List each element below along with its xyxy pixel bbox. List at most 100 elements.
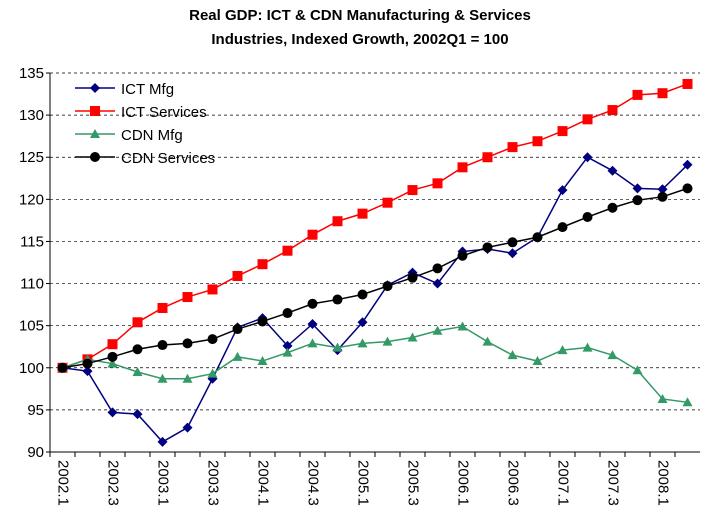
marker — [57, 362, 68, 373]
marker — [632, 195, 643, 206]
marker — [82, 366, 93, 377]
marker — [257, 356, 268, 366]
x-tick-label: 2005.1 — [355, 460, 372, 506]
marker — [82, 358, 93, 369]
marker — [657, 393, 668, 403]
marker — [557, 185, 568, 196]
marker — [482, 242, 493, 253]
marker — [357, 338, 368, 348]
x-tick-label: 2006.1 — [455, 460, 472, 506]
y-tick-label: 100 — [19, 360, 44, 377]
legend-marker — [90, 83, 100, 93]
marker — [632, 89, 643, 100]
marker — [482, 336, 493, 346]
x-tick-label: 2005.3 — [405, 460, 422, 506]
marker — [132, 344, 143, 355]
marker — [582, 152, 593, 163]
marker — [257, 259, 268, 270]
y-tick-label: 110 — [20, 276, 44, 293]
marker — [382, 281, 393, 292]
marker — [432, 178, 443, 189]
marker — [682, 183, 693, 194]
x-tick-label: 2004.3 — [305, 460, 322, 506]
x-tick-label: 2002.3 — [105, 460, 122, 506]
marker — [182, 422, 193, 433]
series-line — [62, 156, 689, 443]
marker — [432, 263, 443, 274]
marker — [132, 366, 143, 376]
marker — [282, 347, 293, 357]
marker — [307, 318, 318, 329]
y-tick-label: 135 — [19, 65, 44, 82]
marker — [532, 136, 543, 147]
marker — [307, 338, 318, 348]
x-tick-label: 2006.3 — [505, 460, 522, 506]
marker — [457, 321, 468, 331]
y-tick-label: 130 — [19, 107, 44, 124]
marker — [157, 373, 168, 383]
marker — [582, 114, 593, 125]
x-tick-label: 2002.1 — [55, 460, 72, 506]
legend-marker — [90, 129, 100, 138]
y-tick-label: 125 — [19, 149, 44, 166]
marker — [232, 270, 243, 281]
marker — [582, 342, 593, 352]
marker — [357, 208, 368, 219]
marker — [357, 317, 368, 328]
marker — [282, 245, 293, 256]
marker — [282, 340, 293, 351]
x-tick-label: 2007.1 — [555, 460, 572, 506]
marker — [557, 126, 568, 137]
marker — [657, 88, 668, 99]
marker — [107, 339, 118, 350]
marker — [457, 250, 468, 261]
marker — [182, 338, 193, 349]
marker — [332, 342, 343, 352]
marker — [582, 212, 593, 223]
marker — [207, 368, 218, 378]
marker — [682, 159, 693, 170]
marker — [457, 162, 468, 173]
y-tick-label: 90 — [27, 444, 44, 461]
marker — [182, 292, 193, 303]
legend-marker — [90, 106, 100, 116]
marker — [107, 351, 118, 362]
marker — [607, 350, 618, 360]
y-tick-label: 120 — [19, 191, 44, 208]
x-tick-label: 2007.3 — [605, 460, 622, 506]
chart-title: Real GDP: ICT & CDN Manufacturing & Serv… — [189, 7, 531, 24]
marker — [532, 356, 543, 366]
marker — [682, 78, 693, 89]
marker — [657, 184, 668, 195]
marker — [107, 358, 118, 368]
x-tick-label: 2003.3 — [205, 460, 222, 506]
marker — [507, 142, 518, 153]
marker — [132, 409, 143, 420]
y-tick-label: 95 — [27, 402, 44, 419]
marker — [407, 272, 418, 283]
marker — [332, 294, 343, 305]
marker — [307, 229, 318, 240]
marker — [207, 284, 218, 295]
marker — [607, 202, 618, 213]
marker — [557, 222, 568, 233]
marker — [132, 317, 143, 328]
marker — [557, 345, 568, 355]
series-line — [62, 187, 688, 369]
marker — [407, 332, 418, 342]
marker — [532, 232, 543, 243]
marker — [207, 334, 218, 345]
chart-title: Industries, Indexed Growth, 2002Q1 = 100 — [211, 31, 508, 48]
marker — [157, 340, 168, 351]
marker — [607, 165, 618, 176]
legend-label: ICT Mfg — [121, 81, 174, 98]
marker — [507, 248, 518, 259]
marker — [507, 350, 518, 360]
marker — [682, 397, 693, 407]
marker — [332, 216, 343, 227]
marker — [357, 289, 368, 300]
legend-label: CDN Mfg — [121, 127, 183, 144]
marker — [307, 298, 318, 309]
x-tick-label: 2003.1 — [155, 460, 172, 506]
